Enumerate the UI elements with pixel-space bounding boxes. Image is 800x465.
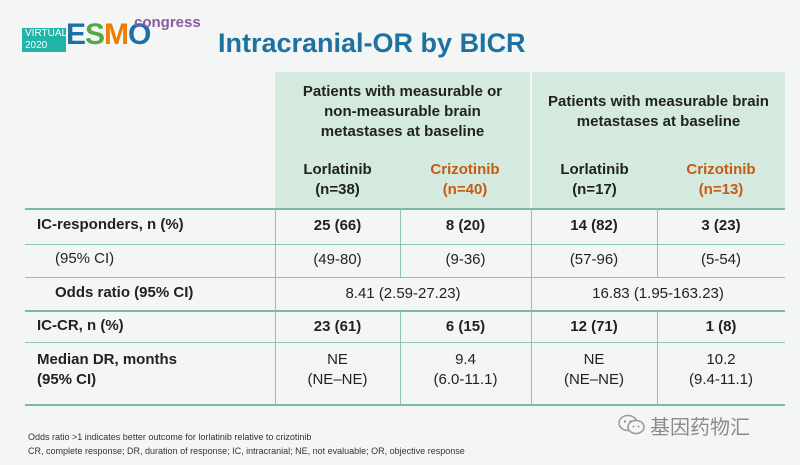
column-header-lorlatinib-38: Lorlatinib (n=38) [303, 161, 372, 198]
virtual-badge: VIRTUAL 2020 [22, 28, 68, 52]
table-cell: 14 (82) [570, 217, 618, 234]
table-cell: (5-54) [700, 251, 741, 268]
table-cell: 3 (23) [701, 217, 741, 234]
table-cell: 6 (15) [445, 318, 486, 335]
table-cell: NE (NE–NE) [563, 351, 624, 388]
column-header-lorlatinib-17: Lorlatinib (n=17) [560, 161, 629, 198]
row-label-ic-cr: IC-CR, n (%) [37, 317, 124, 334]
table-cell: 8 (20) [445, 217, 486, 234]
year-label: 2020 [25, 40, 48, 51]
table-cell: NE (NE–NE) [307, 351, 368, 388]
slide-title: Intracranial-OR by BICR [218, 28, 526, 58]
table-cell-odds-measurable: 16.83 (1.95-163.23) [592, 285, 724, 302]
table-cell: 1 (8) [705, 318, 737, 335]
column-header-crizotinib-13: Crizotinib (n=13) [686, 161, 756, 198]
table-cell-odds-all: 8.41 (2.59-27.23) [345, 285, 461, 302]
esmo-logo: VIRTUAL 2020 ESMO congress [18, 12, 201, 56]
virtual-label: VIRTUAL [25, 28, 68, 39]
congress-label: congress [134, 14, 201, 31]
column-rule [400, 208, 401, 277]
row-label-median-dr: Median DR, months (95% CI) [37, 351, 178, 388]
column-rule [275, 208, 276, 404]
column-rule [657, 208, 658, 277]
header-divider [530, 72, 532, 208]
row-label-95-ci: (95% CI) [55, 250, 115, 267]
table-cell: (49-80) [313, 251, 362, 268]
table-cell: 25 (66) [313, 217, 362, 234]
table-cell: (9-36) [445, 251, 486, 268]
row-rule [25, 310, 785, 312]
row-rule [25, 342, 785, 343]
table-bottom-rule [25, 404, 785, 406]
column-rule [657, 310, 658, 404]
table-cell: (57-96) [569, 251, 619, 268]
row-label-odds-ratio: Odds ratio (95% CI) [55, 284, 194, 301]
footnote: CR, complete response; DR, duration of r… [28, 446, 465, 456]
group-header-all-metastases: Patients with measurable or non-measurab… [302, 83, 503, 140]
watermark: 基因药物汇 [618, 410, 750, 440]
row-label-ic-responders: IC-responders, n (%) [37, 216, 184, 233]
table-cell: 12 (71) [570, 318, 618, 335]
group-header-measurable: Patients with measurable brain metastase… [548, 93, 769, 130]
watermark-text: 基因药物汇 [650, 414, 750, 439]
column-rule [531, 208, 532, 404]
header-rule [25, 208, 785, 210]
wechat-icon [618, 414, 646, 436]
table-cell: 9.4 (6.0-11.1) [433, 351, 498, 388]
row-rule [25, 277, 785, 278]
table-cell: 23 (61) [313, 318, 362, 335]
esmo-wordmark: ESMO [66, 18, 151, 51]
footnote: Odds ratio >1 indicates better outcome f… [28, 432, 312, 442]
column-header-crizotinib-40: Crizotinib (n=40) [430, 161, 500, 198]
row-rule [25, 244, 785, 245]
table-cell: 10.2 (9.4-11.1) [689, 351, 753, 388]
column-rule [400, 310, 401, 404]
